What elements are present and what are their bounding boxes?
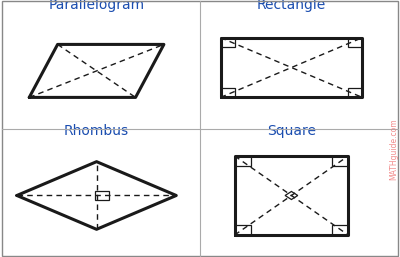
Title: Rectangle: Rectangle	[257, 0, 326, 12]
Text: MATHguide.com: MATHguide.com	[389, 118, 398, 180]
Title: Rhombus: Rhombus	[64, 124, 129, 138]
Title: Square: Square	[267, 124, 316, 138]
Title: Parallelogram: Parallelogram	[48, 0, 145, 12]
